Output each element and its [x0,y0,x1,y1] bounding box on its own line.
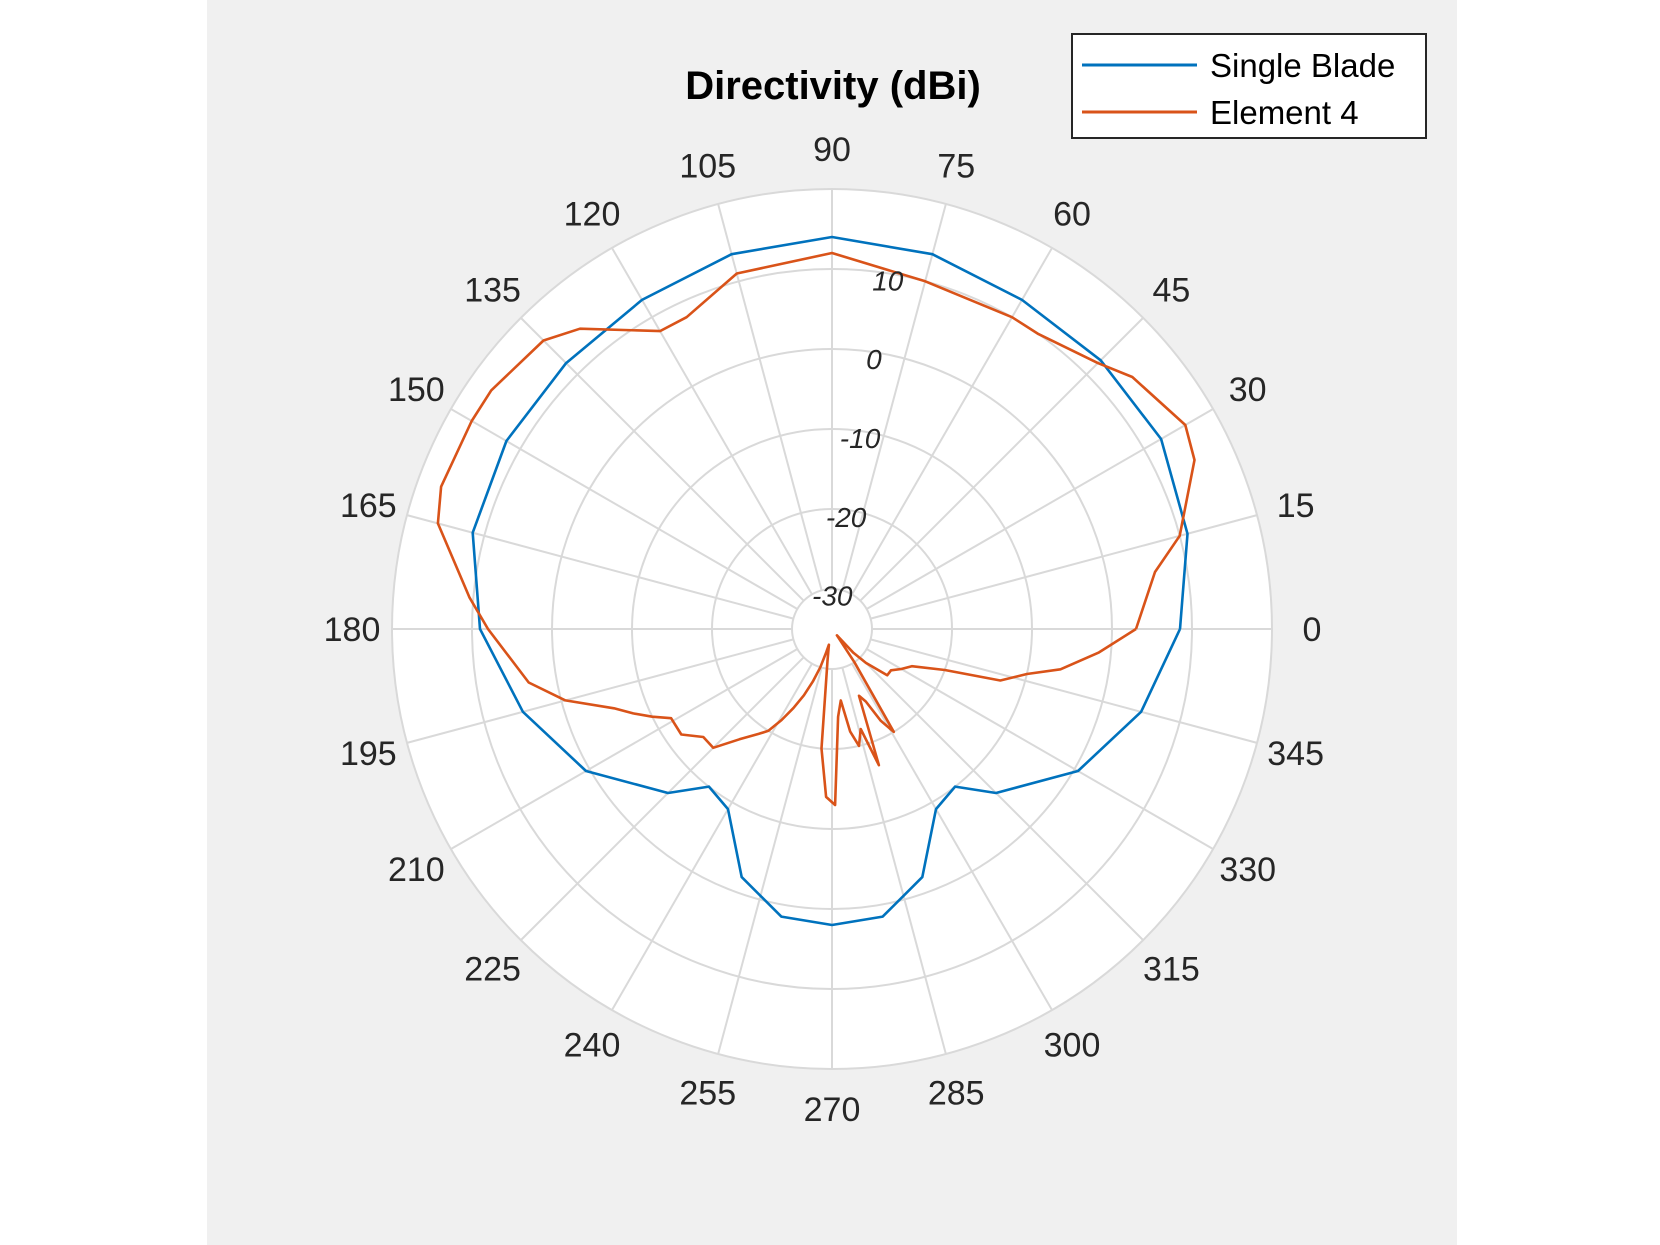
angle-tick-label: 120 [564,195,621,233]
legend[interactable]: Single Blade Element 4 [1071,33,1427,139]
angular-gridline [520,317,805,602]
angle-tick-label: 270 [804,1091,861,1129]
radial-tick-label: -30 [812,581,853,612]
angular-gridline [851,247,1053,595]
angle-tick-label: 15 [1277,487,1315,525]
angular-gridline [717,203,823,591]
polar-grid [391,188,1273,1070]
legend-box [1071,33,1427,139]
angle-tick-label: 0 [1303,611,1322,649]
angular-gridline [406,514,794,620]
angle-tick-label: 330 [1219,851,1276,889]
angle-tick-label: 90 [813,131,851,169]
angle-tick-label: 285 [928,1075,985,1113]
legend-label-element-4: Element 4 [1210,94,1359,131]
angular-gridline [717,667,823,1055]
series-line-single-blade [471,235,1189,927]
angular-gridline [859,656,1144,941]
angle-tick-label: 300 [1044,1027,1101,1065]
angle-tick-label: 60 [1053,195,1091,233]
angle-tick-label: 345 [1267,735,1324,773]
radial-tick-label: -10 [840,423,881,454]
angle-tick-label: 195 [340,735,397,773]
angular-gridline [866,648,1214,850]
angular-gridline [450,648,798,850]
angle-tick-label: 255 [679,1075,736,1113]
angular-gridline [450,408,798,610]
legend-label-single-blade: Single Blade [1210,47,1395,84]
angle-tick-label: 75 [937,147,975,185]
series-line-element-4 [436,251,1196,807]
angular-gridline [611,247,813,595]
angular-gridline [520,656,805,941]
angle-tick-label: 30 [1229,371,1267,409]
angular-gridline [406,638,794,744]
angle-tick-label: 180 [324,611,381,649]
angle-tick-label: 45 [1152,272,1190,310]
angle-tick-label: 105 [679,147,736,185]
angular-gridline [866,408,1214,610]
angle-tick-label: 210 [388,851,445,889]
radial-tick-label: 0 [866,344,882,375]
chart-title: Directivity (dBi) [685,64,981,108]
angular-gridline [870,514,1258,620]
angle-tick-label: 165 [340,487,397,525]
angular-gridline [841,203,947,591]
angle-tick-label: 135 [464,272,521,310]
angular-gridline [851,663,1053,1011]
angle-tick-label: 225 [464,950,521,988]
radial-tick-label: -20 [826,502,867,533]
angle-tick-label: 315 [1143,950,1200,988]
angle-tick-label: 240 [564,1027,621,1065]
tick-labels: 0 15 30 45 60 75 90 105 120 135 150 165 180 195 210 225… [324,131,1324,1129]
angle-tick-label: 150 [388,371,445,409]
angular-gridline [859,317,1144,602]
angular-gridline [870,638,1258,744]
radial-tick-label: 10 [872,265,904,296]
series-layer [436,235,1196,927]
